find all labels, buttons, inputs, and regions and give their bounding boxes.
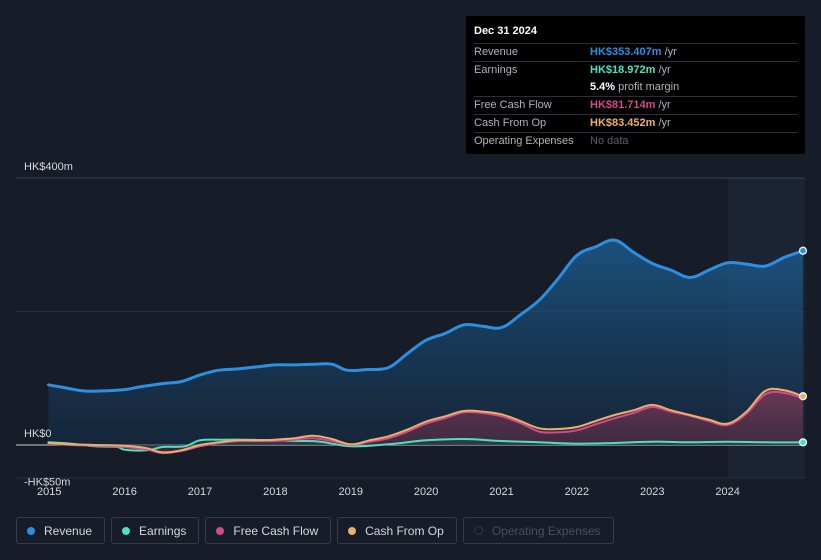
line-layer <box>47 238 808 455</box>
tooltip-row-margin: 5.4% profit margin <box>474 79 797 97</box>
tooltip-unit: /yr <box>658 117 671 129</box>
tooltip-unit: /yr <box>664 46 677 58</box>
tooltip-unit: /yr <box>658 64 671 76</box>
legend-label: Operating Expenses <box>491 523 601 538</box>
legend-revenue[interactable]: Revenue <box>16 517 106 544</box>
x-tick-label: 2015 <box>37 486 61 498</box>
tooltip-label: Operating Expenses <box>474 135 574 147</box>
tooltip-value: HK$81.714m <box>590 99 656 111</box>
x-tick-label: 2017 <box>188 486 212 498</box>
legend-operating-expenses[interactable]: Operating Expenses <box>462 517 614 544</box>
legend-free-cash-flow[interactable]: Free Cash Flow <box>205 517 332 544</box>
revenue-end-marker <box>798 246 808 255</box>
tooltip-unit: profit margin <box>618 81 680 93</box>
tooltip-value: HK$83.452m <box>590 117 656 129</box>
opex-dot-icon <box>473 526 483 535</box>
y-label-zero: HK$0 <box>24 428 52 440</box>
tooltip-label <box>474 79 590 96</box>
legend-earnings[interactable]: Earnings <box>111 517 200 544</box>
earnings-line <box>47 437 804 452</box>
tooltip-label: Free Cash Flow <box>474 99 552 111</box>
tooltip-value: HK$18.972m <box>590 64 656 76</box>
cash-from-op-line <box>47 387 804 454</box>
x-tick-label: 2020 <box>414 486 438 498</box>
tooltip-value: 5.4% <box>590 81 616 93</box>
legend-label: Earnings <box>139 523 187 538</box>
x-tick-label: 2016 <box>112 486 136 498</box>
tooltip-value: HK$353.407m <box>590 46 662 58</box>
tooltip-label: Earnings <box>474 64 518 76</box>
free-cash-flow-area <box>48 391 803 454</box>
tooltip-row-revenue: Revenue HK$353.407m /yr <box>474 44 797 62</box>
legend-label: Cash From Op <box>365 523 444 538</box>
fcf-dot-icon <box>216 526 225 535</box>
cash-from-op-area <box>48 388 803 453</box>
tooltip-row-opex: Operating Expenses No data <box>474 133 797 150</box>
tooltip-panel: Dec 31 2024 Revenue HK$353.407m /yr Earn… <box>466 16 805 154</box>
legend-cash-from-op[interactable]: Cash From Op <box>337 517 457 544</box>
tooltip-unit: /yr <box>658 99 671 111</box>
x-tick-label: 2019 <box>339 486 363 498</box>
x-tick-label: 2022 <box>565 486 589 498</box>
revenue-area <box>48 239 803 445</box>
tooltip-row-fcf: Free Cash Flow HK$81.714m /yr <box>474 97 797 115</box>
tooltip-row-cfo: Cash From Op HK$83.452m /yr <box>474 115 797 133</box>
x-tick-label: 2023 <box>640 486 664 498</box>
tooltip-nodata: No data <box>590 135 629 147</box>
x-tick-label: 2021 <box>489 486 513 498</box>
legend-label: Revenue <box>44 523 93 538</box>
tooltip-label: Cash From Op <box>474 117 547 129</box>
legend: Revenue Earnings Free Cash Flow Cash Fro… <box>16 517 614 544</box>
earnings-end-marker <box>798 438 808 447</box>
tooltip-row-earnings: Earnings HK$18.972m /yr <box>474 62 797 79</box>
revenue-line <box>47 238 805 393</box>
tooltip-label: Revenue <box>474 46 519 58</box>
cash-from-op-end-marker <box>798 392 808 401</box>
legend-label: Free Cash Flow <box>233 523 319 538</box>
earnings-dot-icon <box>122 526 131 535</box>
cfo-dot-icon <box>348 526 357 535</box>
x-tick-label: 2018 <box>263 486 287 498</box>
y-label-top: HK$400m <box>24 161 73 173</box>
tooltip-date: Dec 31 2024 <box>474 24 797 44</box>
y-label-bottom: -HK$50m <box>24 476 70 488</box>
x-tick-label: 2024 <box>715 486 739 498</box>
revenue-dot-icon <box>27 526 35 535</box>
